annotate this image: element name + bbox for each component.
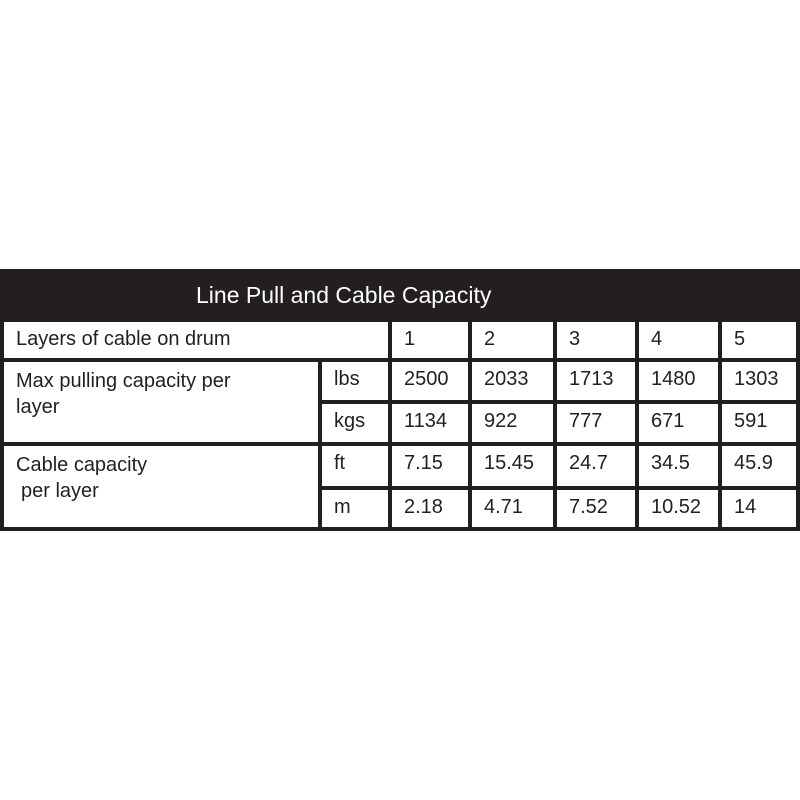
unit-cell: m — [322, 490, 388, 527]
value-cell: 2500 — [392, 362, 468, 400]
layer-header: 2 — [472, 322, 553, 358]
label-line: Max pulling capacity per — [16, 370, 231, 392]
table-grid: Layers of cable on drum 1 2 3 4 5 Max pu… — [0, 318, 800, 531]
value-cell: 1303 — [722, 362, 796, 400]
value-cell: 15.45 — [472, 446, 553, 486]
value-cell: 922 — [472, 404, 553, 442]
capacity-table: Line Pull and Cable Capacity Layers of c… — [0, 269, 800, 531]
value-cell: 45.9 — [722, 446, 796, 486]
table-title: Line Pull and Cable Capacity — [196, 282, 492, 308]
value-cell: 7.15 — [392, 446, 468, 486]
unit-cell: kgs — [322, 404, 388, 442]
value-cell: 4.71 — [472, 490, 553, 527]
value-cell: 10.52 — [639, 490, 718, 527]
pulling-capacity-label: Max pulling capacity per layer — [4, 362, 318, 442]
value-cell: 777 — [557, 404, 635, 442]
layers-header-label: Layers of cable on drum — [4, 322, 388, 358]
label-line: Cable capacity — [16, 454, 148, 476]
unit-cell: ft — [322, 446, 388, 486]
value-cell: 7.52 — [557, 490, 635, 527]
value-cell: 34.5 — [639, 446, 718, 486]
label-line: per layer — [21, 480, 99, 502]
layer-header: 4 — [639, 322, 718, 358]
layer-header: 1 — [392, 322, 468, 358]
value-cell: 1480 — [639, 362, 718, 400]
value-cell: 1713 — [557, 362, 635, 400]
value-cell: 591 — [722, 404, 796, 442]
layer-header: 3 — [557, 322, 635, 358]
layer-header: 5 — [722, 322, 796, 358]
value-cell: 14 — [722, 490, 796, 527]
value-cell: 1134 — [392, 404, 468, 442]
value-cell: 2033 — [472, 362, 553, 400]
unit-cell: lbs — [322, 362, 388, 400]
value-cell: 2.18 — [392, 490, 468, 527]
value-cell: 24.7 — [557, 446, 635, 486]
value-cell: 671 — [639, 404, 718, 442]
label-line: layer — [16, 396, 60, 418]
cable-capacity-label: Cable capacity per layer — [4, 446, 318, 527]
